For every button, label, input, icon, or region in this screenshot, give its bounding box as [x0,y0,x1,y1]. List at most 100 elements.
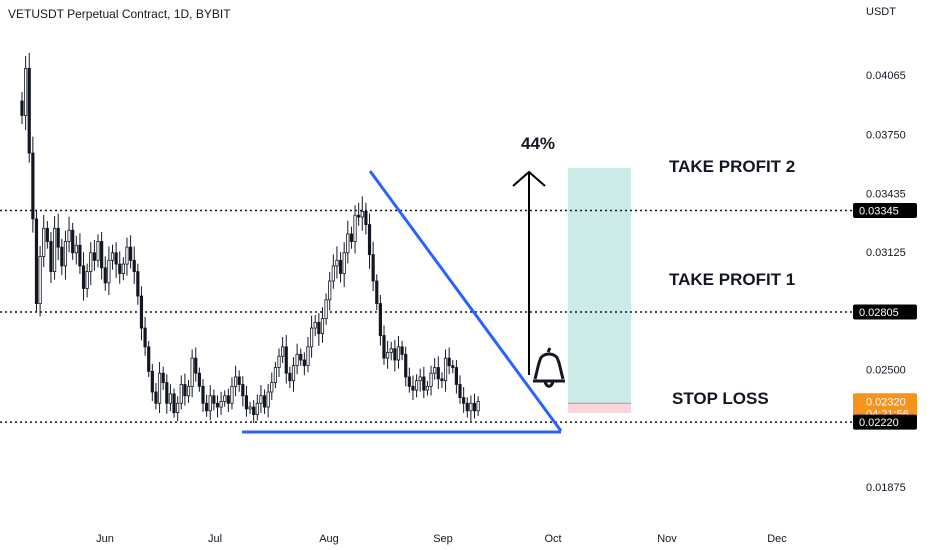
candle-body [364,210,368,225]
candle-body [212,395,216,404]
candle-body [71,229,75,254]
price-tick-label: 0.03750 [866,129,906,141]
candle-body [157,372,162,404]
bell-icon[interactable] [533,347,565,388]
candle-body [255,402,259,415]
candle-body [433,367,437,374]
candle-body [284,346,288,374]
candle-body [190,357,194,387]
candle-body [338,259,343,274]
candle-body [328,280,332,301]
take-profit-1-label: TAKE PROFIT 1 [669,270,795,289]
candle-body [38,256,42,304]
candle-body [103,267,107,284]
time-tick-label: Aug [319,533,339,545]
candle-body [349,233,354,242]
candle-body [60,246,64,267]
last-price-value: 0.02320 [866,396,906,408]
price-axis[interactable]: USDT 0.04065 0.03750 0.03435 0.03125 0.02500… [866,6,906,494]
candle-body [49,241,53,272]
candle-body [429,372,433,387]
candle-body [205,402,209,412]
candle-body [147,346,151,372]
candle-body [382,335,386,359]
candle-body [168,393,173,404]
time-tick-label: Jun [96,533,114,545]
candle-body [219,401,223,408]
candle-body [230,385,234,404]
candle-body [462,397,466,404]
price-tick-label: 0.03125 [866,247,906,259]
candle-body [215,402,220,408]
candle-body [136,271,140,297]
candle-body [476,401,480,412]
candle-body [324,299,328,320]
candle-body [233,376,238,387]
candle-body [96,241,100,261]
candle-body [342,252,346,274]
price-tick-label: 0.02500 [866,364,906,376]
tag-take-profit-1-value: 0.02805 [859,307,899,319]
candle-body [335,259,339,267]
candle-body [74,244,78,254]
candle-body [92,252,96,261]
candle-body [472,402,477,412]
candle-body [121,263,125,274]
candle-body [128,246,133,261]
candle-body [378,303,382,336]
candle-body [458,384,462,399]
candle-body [320,318,325,335]
candle-body [451,365,455,368]
tag-take-profit-1: 0.02805 [853,304,917,320]
candle-body [176,402,180,414]
candle-body [143,327,147,348]
candle-body [411,385,415,391]
candle-body [422,376,426,391]
candle-body [367,224,372,256]
candle-body [273,367,278,383]
candle-body [396,346,401,361]
candle-body [42,227,46,257]
candle-body [114,252,118,265]
candle-body [418,376,422,382]
candle-body [299,353,303,361]
candle-body [186,385,191,397]
candle-body [24,68,28,116]
candle-body [201,385,205,404]
candle-body [248,406,252,410]
candle-body [78,244,82,267]
candle-body [208,395,212,412]
candle-body [197,372,201,387]
candle-body [45,227,49,242]
candle-body [56,227,60,248]
time-axis[interactable]: Jun Jul Aug Sep Oct Nov Dec [96,533,787,545]
candle-body [313,321,317,329]
candle-body [244,395,249,410]
time-tick-label: Jul [208,533,222,545]
percent-label: 44% [521,134,555,153]
take-profit-zone [568,168,631,404]
candle-body [179,384,183,404]
candle-body [375,280,379,304]
candle-body [386,352,390,359]
candle-body [194,357,198,374]
candle-body [277,355,281,368]
candle-body [414,380,419,391]
time-tick-label: Dec [767,533,787,545]
candlestick-series [20,52,480,424]
candle-body [306,346,310,367]
candle-body [223,395,227,402]
candle-body [360,210,364,218]
candle-body [353,214,357,242]
candle-body [346,233,350,254]
descending-trendline[interactable] [368,170,563,432]
candle-body [237,376,241,385]
price-tick-label: 0.03435 [866,189,906,201]
candle-body [226,395,230,404]
candle-body [454,367,459,385]
take-profit-2-label: TAKE PROFIT 2 [669,157,795,176]
candle-body [125,246,129,265]
candle-body [34,218,39,304]
candle-body [259,395,263,404]
